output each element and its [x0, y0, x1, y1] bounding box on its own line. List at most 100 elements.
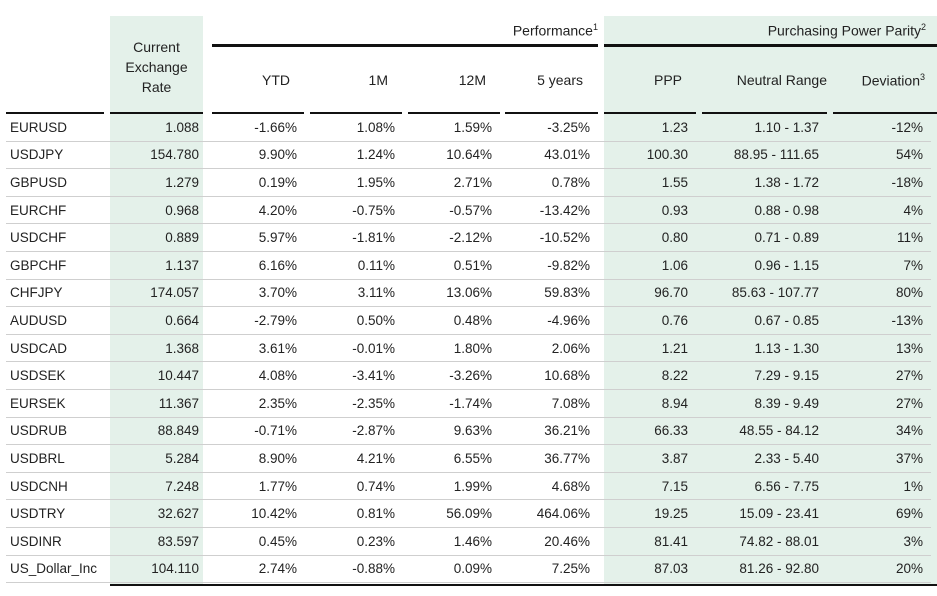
range-cell: 8.39 - 9.49: [696, 390, 827, 418]
range-cell: 48.55 - 84.12: [696, 418, 827, 446]
ppp-cell: 100.30: [598, 142, 696, 170]
deviation-cell: 13%: [827, 335, 931, 363]
range-cell: 74.82 - 88.01: [696, 528, 827, 556]
range-cell: 85.63 - 107.77: [696, 280, 827, 308]
m12-cell: -0.57%: [403, 197, 500, 225]
m12-cell: 9.63%: [403, 418, 500, 446]
m12-cell: 0.48%: [403, 307, 500, 335]
current-rate-shade: [110, 16, 203, 584]
y5-cell: 0.78%: [500, 169, 598, 197]
range-cell: 1.10 - 1.37: [696, 114, 827, 142]
deviation-cell: -18%: [827, 169, 931, 197]
ppp-cell: 1.06: [598, 252, 696, 280]
bottom-rule: [110, 584, 937, 586]
ppp-cell: 96.70: [598, 280, 696, 308]
ppp-cell: 8.94: [598, 390, 696, 418]
y5-cell: -3.25%: [500, 114, 598, 142]
y5-cell: 43.01%: [500, 142, 598, 170]
table-row: USDTRY 32.627 10.42% 0.81% 56.09% 464.06% 19.2…: [6, 500, 931, 528]
ytd-cell: 4.20%: [207, 197, 305, 225]
m12-cell: 6.55%: [403, 445, 500, 473]
pair-cell: USDSEK: [6, 362, 110, 390]
deviation-cell: 37%: [827, 445, 931, 473]
y5-cell: 36.77%: [500, 445, 598, 473]
pair-cell: EURSEK: [6, 390, 110, 418]
deviation-cell: 7%: [827, 252, 931, 280]
y5-cell: 4.68%: [500, 473, 598, 501]
header-rule-5y: [505, 112, 598, 114]
ytd-cell: -1.66%: [207, 114, 305, 142]
deviation-cell: 4%: [827, 197, 931, 225]
header-rule-12m: [408, 112, 500, 114]
ytd-cell: 3.70%: [207, 280, 305, 308]
m1-cell: 1.08%: [305, 114, 403, 142]
deviation-cell: 27%: [827, 390, 931, 418]
range-cell: 1.38 - 1.72: [696, 169, 827, 197]
y5-cell: 2.06%: [500, 335, 598, 363]
deviation-cell: 69%: [827, 500, 931, 528]
ytd-cell: -0.71%: [207, 418, 305, 446]
table-row: USDINR 83.597 0.45% 0.23% 1.46% 20.46% 81.41 74…: [6, 528, 931, 556]
m12-cell: -1.74%: [403, 390, 500, 418]
pair-cell: AUDUSD: [6, 307, 110, 335]
ppp-cell: 1.55: [598, 169, 696, 197]
m1-cell: 0.81%: [305, 500, 403, 528]
table-row: USDJPY 154.780 9.90% 1.24% 10.64% 43.01% 100.3…: [6, 142, 931, 170]
pair-cell: GBPCHF: [6, 252, 110, 280]
m12-cell: -3.26%: [403, 362, 500, 390]
deviation-cell: 20%: [827, 556, 931, 584]
table-row: EURUSD 1.088 -1.66% 1.08% 1.59% -3.25% 1.23 1.1…: [6, 114, 931, 142]
range-cell: 0.71 - 0.89: [696, 224, 827, 252]
header-rule-rate: [110, 112, 203, 114]
table-row: USDCNH 7.248 1.77% 0.74% 1.99% 4.68% 7.15 6.56 …: [6, 473, 931, 501]
table-row: USDSEK 10.447 4.08% -3.41% -3.26% 10.68% 8.22 7…: [6, 362, 931, 390]
ytd-cell: 10.42%: [207, 500, 305, 528]
m1-cell: 1.95%: [305, 169, 403, 197]
table-row: USDBRL 5.284 8.90% 4.21% 6.55% 36.77% 3.87 2.33…: [6, 445, 931, 473]
ppp-cell: 1.23: [598, 114, 696, 142]
performance-group-title: Performance1: [512, 22, 598, 39]
table-row: EURSEK 11.367 2.35% -2.35% -1.74% 7.08% 8.94 8.…: [6, 390, 931, 418]
ytd-cell: 3.61%: [207, 335, 305, 363]
y5-cell: 7.08%: [500, 390, 598, 418]
m1-cell: -2.87%: [305, 418, 403, 446]
deviation-cell: 11%: [827, 224, 931, 252]
ppp-cell: 1.21: [598, 335, 696, 363]
ppp-cell: 87.03: [598, 556, 696, 584]
col-deviation: Deviation3: [861, 72, 925, 89]
y5-cell: 10.68%: [500, 362, 598, 390]
deviation-cell: 34%: [827, 418, 931, 446]
y5-cell: -10.52%: [500, 224, 598, 252]
y5-cell: 464.06%: [500, 500, 598, 528]
m1-cell: 0.50%: [305, 307, 403, 335]
pair-cell: USDCAD: [6, 335, 110, 363]
table-row: AUDUSD 0.664 -2.79% 0.50% 0.48% -4.96% 0.76 0.6…: [6, 307, 931, 335]
ytd-cell: 4.08%: [207, 362, 305, 390]
m12-cell: 10.64%: [403, 142, 500, 170]
ytd-cell: 2.35%: [207, 390, 305, 418]
range-cell: 15.09 - 23.41: [696, 500, 827, 528]
m1-cell: 0.23%: [305, 528, 403, 556]
table-row: GBPUSD 1.279 0.19% 1.95% 2.71% 0.78% 1.55 1.38 …: [6, 169, 931, 197]
range-cell: 1.13 - 1.30: [696, 335, 827, 363]
rate-cell: 5.284: [110, 445, 207, 473]
performance-rule: [212, 44, 598, 47]
table-row: GBPCHF 1.137 6.16% 0.11% 0.51% -9.82% 1.06 0.96…: [6, 252, 931, 280]
m12-cell: 1.59%: [403, 114, 500, 142]
rate-cell: 154.780: [110, 142, 207, 170]
ytd-cell: 6.16%: [207, 252, 305, 280]
deviation-cell: 80%: [827, 280, 931, 308]
rate-cell: 88.849: [110, 418, 207, 446]
range-cell: 0.88 - 0.98: [696, 197, 827, 225]
m12-cell: 1.46%: [403, 528, 500, 556]
ppp-group-title: Purchasing Power Parity2: [767, 22, 926, 39]
table-row: USDCAD 1.368 3.61% -0.01% 1.80% 2.06% 1.21 1.13…: [6, 335, 931, 363]
ppp-rule: [604, 44, 937, 47]
y5-cell: -4.96%: [500, 307, 598, 335]
header-rule-ytd: [212, 112, 304, 114]
header-rule-label: [6, 112, 104, 114]
table-row: US_Dollar_Inc 104.110 2.74% -0.88% 0.09% 7.25…: [6, 556, 931, 584]
rate-cell: 0.664: [110, 307, 207, 335]
m12-cell: -2.12%: [403, 224, 500, 252]
